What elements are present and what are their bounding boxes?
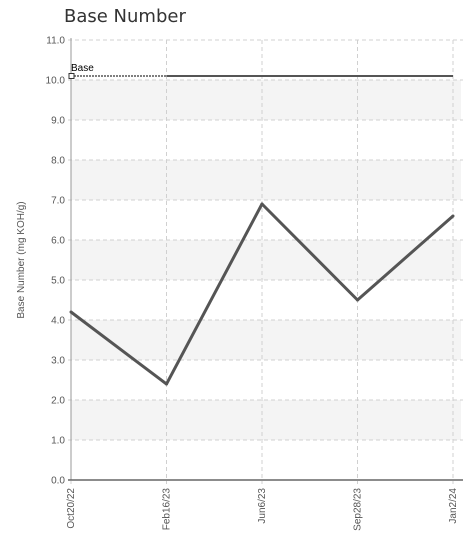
chart-title: Base Number <box>64 6 186 27</box>
y-tick-label: 8.0 <box>51 156 65 167</box>
y-axis-tick-labels: 0.0 1.0 2.0 3.0 4.0 5.0 6.0 7.0 8.0 9.0 10.0 11.0 <box>46 36 66 487</box>
background-bands <box>71 40 461 480</box>
y-tick-label: 5.0 <box>51 276 65 287</box>
axes <box>68 38 463 481</box>
y-tick-label: 10.0 <box>46 76 66 87</box>
y-tick-label: 0.0 <box>51 476 65 487</box>
background-band <box>71 440 461 480</box>
x-tick-label: Jun6/23 <box>257 488 268 524</box>
data-series <box>69 202 455 386</box>
y-tick-label: 11.0 <box>46 36 65 47</box>
background-band <box>71 160 461 200</box>
data-point <box>165 382 168 386</box>
reference-marker <box>68 73 75 79</box>
x-tick-label: Feb16/23 <box>162 488 173 531</box>
y-tick-label: 9.0 <box>51 116 65 127</box>
x-axis-tick-labels: Oct20/22 Feb16/23 Jun6/23 Sep28/23 Jan2/24 <box>66 488 459 531</box>
background-band <box>71 360 461 400</box>
data-point <box>451 214 455 218</box>
x-tick-label: Jan2/24 <box>448 488 459 524</box>
background-band <box>71 400 461 440</box>
reference-line-group: Base <box>68 63 453 79</box>
reference-line-label: Base <box>71 63 94 74</box>
data-point <box>356 298 359 302</box>
background-band <box>71 280 461 320</box>
x-tick-label: Oct20/22 <box>66 488 77 529</box>
background-band <box>71 240 461 280</box>
y-tick-label: 7.0 <box>51 196 65 207</box>
background-band <box>71 80 461 120</box>
y-axis-title: Base Number (mg KOH/g) <box>16 201 27 318</box>
y-tick-label: 4.0 <box>51 316 65 327</box>
x-tick-label: Sep28/23 <box>353 488 364 531</box>
y-tick-label: 6.0 <box>51 236 65 247</box>
background-band <box>71 40 461 80</box>
y-tick-label: 1.0 <box>51 436 65 447</box>
background-band <box>71 120 461 160</box>
y-tick-label: 3.0 <box>51 356 65 367</box>
data-point <box>69 310 73 314</box>
data-point <box>260 202 264 206</box>
background-band <box>71 320 461 360</box>
y-tick-label: 2.0 <box>51 396 65 407</box>
